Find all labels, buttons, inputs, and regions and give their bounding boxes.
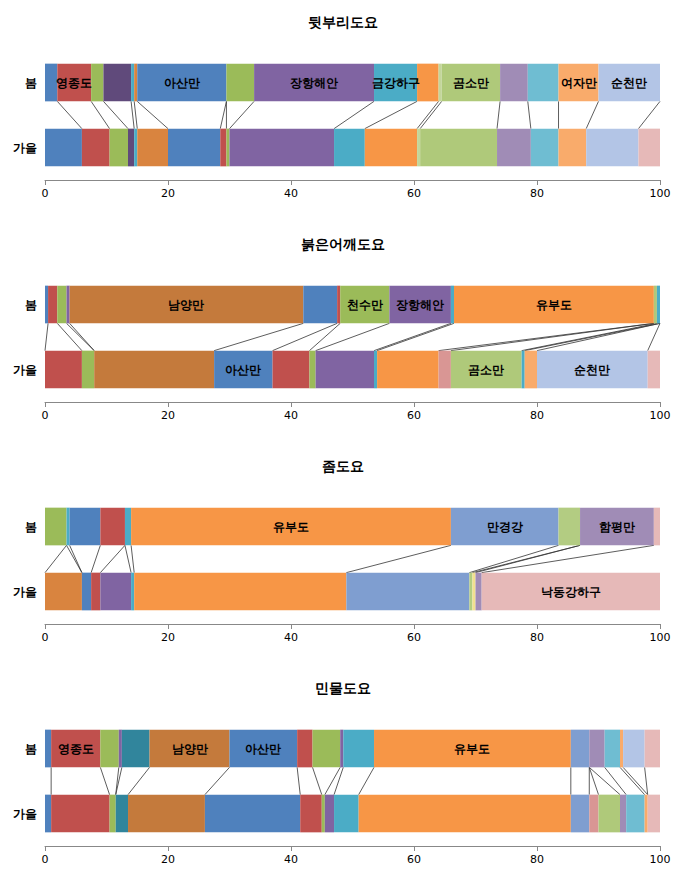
svg-text:낙동강하구: 낙동강하구 — [541, 585, 601, 599]
svg-text:가을: 가을 — [13, 141, 37, 155]
svg-text:남양만: 남양만 — [172, 742, 208, 756]
svg-text:유부도: 유부도 — [454, 742, 490, 756]
svg-text:유부도: 유부도 — [273, 520, 309, 534]
svg-text:0: 0 — [42, 187, 49, 200]
svg-text:60: 60 — [407, 187, 421, 200]
svg-text:20: 20 — [161, 409, 175, 422]
svg-text:가을: 가을 — [13, 585, 37, 599]
svg-text:만경강: 만경강 — [487, 520, 523, 534]
svg-text:40: 40 — [284, 631, 298, 644]
svg-text:20: 20 — [161, 187, 175, 200]
svg-text:100: 100 — [650, 853, 671, 866]
svg-text:봄: 봄 — [25, 76, 37, 90]
svg-text:60: 60 — [407, 409, 421, 422]
svg-text:100: 100 — [650, 409, 671, 422]
svg-text:뒷부리도요: 뒷부리도요 — [308, 14, 378, 30]
svg-text:봄: 봄 — [25, 742, 37, 756]
svg-text:아산만: 아산만 — [225, 363, 261, 377]
svg-text:영종도: 영종도 — [56, 76, 92, 90]
svg-text:80: 80 — [530, 409, 544, 422]
svg-text:60: 60 — [407, 631, 421, 644]
svg-text:붉은어깨도요: 붉은어깨도요 — [301, 236, 385, 252]
svg-text:봄: 봄 — [25, 520, 37, 534]
svg-text:남양만: 남양만 — [168, 298, 204, 312]
svg-text:100: 100 — [650, 631, 671, 644]
svg-text:금강하구: 금강하구 — [372, 76, 420, 90]
svg-text:아산만: 아산만 — [245, 742, 281, 756]
svg-text:장항해안: 장항해안 — [290, 76, 338, 90]
svg-text:40: 40 — [284, 409, 298, 422]
svg-text:0: 0 — [42, 409, 49, 422]
svg-text:40: 40 — [284, 853, 298, 866]
svg-text:80: 80 — [530, 187, 544, 200]
svg-text:80: 80 — [530, 631, 544, 644]
svg-text:가을: 가을 — [13, 807, 37, 821]
svg-text:순천만: 순천만 — [611, 76, 647, 90]
svg-text:20: 20 — [161, 853, 175, 866]
svg-text:0: 0 — [42, 853, 49, 866]
svg-text:80: 80 — [530, 853, 544, 866]
svg-text:함평만: 함평만 — [599, 520, 635, 534]
svg-text:순천만: 순천만 — [574, 363, 610, 377]
svg-text:좀도요: 좀도요 — [322, 458, 364, 474]
svg-text:가을: 가을 — [13, 363, 37, 377]
svg-text:아산만: 아산만 — [164, 76, 200, 90]
svg-text:봄: 봄 — [25, 298, 37, 312]
svg-text:100: 100 — [650, 187, 671, 200]
svg-text:0: 0 — [42, 631, 49, 644]
svg-text:여자만: 여자만 — [561, 76, 597, 90]
svg-text:민물도요: 민물도요 — [315, 680, 371, 696]
svg-text:20: 20 — [161, 631, 175, 644]
svg-text:천수만: 천수만 — [347, 298, 383, 312]
svg-text:장항해안: 장항해안 — [396, 298, 444, 312]
svg-text:곰소만: 곰소만 — [468, 363, 504, 377]
svg-text:영종도: 영종도 — [58, 742, 94, 756]
svg-text:40: 40 — [284, 187, 298, 200]
svg-text:60: 60 — [407, 853, 421, 866]
svg-text:곰소만: 곰소만 — [453, 76, 489, 90]
svg-text:유부도: 유부도 — [536, 298, 572, 312]
